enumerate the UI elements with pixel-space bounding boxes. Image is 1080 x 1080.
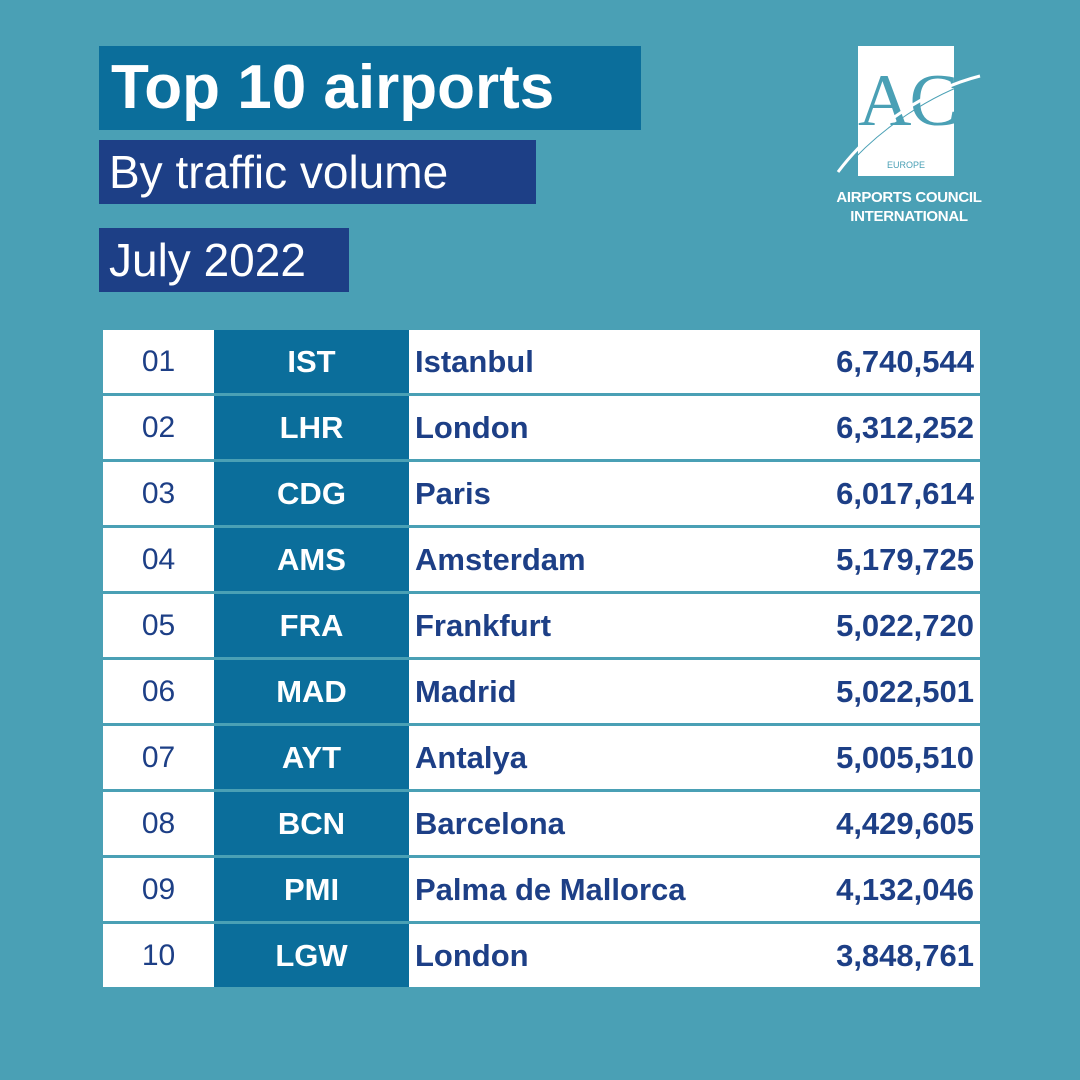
logo-caption-line1: AIRPORTS COUNCIL (836, 189, 982, 206)
city-cell: Barcelona (415, 806, 565, 841)
swoosh-icon (836, 74, 981, 173)
airport-code-cell: CDG (214, 462, 409, 525)
passenger-count-cell: 3,848,761 (836, 938, 974, 973)
table-row: 03 CDG Paris 6,017,614 (103, 462, 980, 525)
airport-code-cell: AMS (214, 528, 409, 591)
ranking-table: 01 IST Istanbul 6,740,544 02 LHR London 6,312,2… (103, 330, 980, 987)
rank-cell: 09 (141, 873, 176, 906)
passenger-count-cell: 6,740,544 (836, 344, 974, 379)
logo-caption: AIRPORTS COUNCIL INTERNATIONAL (834, 188, 984, 226)
aci-logo: ACI EUROPE AIRPORTS COUNCIL INTERNATIONA… (834, 44, 984, 234)
passenger-count-cell: 5,022,720 (836, 608, 974, 643)
rank-cell: 03 (141, 477, 176, 510)
passenger-count-cell: 4,132,046 (836, 872, 974, 907)
city-cell: Amsterdam (415, 542, 586, 577)
city-cell: Antalya (415, 740, 527, 775)
rank-cell: 08 (141, 807, 176, 840)
table-row: 08 BCN Barcelona 4,429,605 (103, 792, 980, 855)
passenger-count-cell: 5,022,501 (836, 674, 974, 709)
page-title: Top 10 airports (99, 46, 641, 130)
city-cell: Paris (415, 476, 491, 511)
rank-cell: 06 (141, 675, 176, 708)
passenger-count-cell: 4,429,605 (836, 806, 974, 841)
airport-code-cell: LHR (214, 396, 409, 459)
logo-caption-line2: INTERNATIONAL (850, 208, 968, 225)
rank-cell: 10 (141, 939, 176, 972)
airport-code-cell: AYT (214, 726, 409, 789)
table-row: 01 IST Istanbul 6,740,544 (103, 330, 980, 393)
rank-cell: 05 (141, 609, 176, 642)
rank-cell: 01 (141, 345, 176, 378)
table-row: 04 AMS Amsterdam 5,179,725 (103, 528, 980, 591)
table-row: 02 LHR London 6,312,252 (103, 396, 980, 459)
airport-code-cell: BCN (214, 792, 409, 855)
passenger-count-cell: 6,017,614 (836, 476, 974, 511)
rank-cell: 04 (141, 543, 176, 576)
city-cell: Palma de Mallorca (415, 872, 686, 907)
rank-cell: 07 (141, 741, 176, 774)
city-cell: Istanbul (415, 344, 534, 379)
airport-code-cell: LGW (214, 924, 409, 987)
logo-sub: EUROPE (886, 160, 925, 170)
city-cell: Madrid (415, 674, 517, 709)
table-row: 09 PMI Palma de Mallorca 4,132,046 (103, 858, 980, 921)
table-row: 07 AYT Antalya 5,005,510 (103, 726, 980, 789)
airport-code-cell: PMI (214, 858, 409, 921)
airport-code-cell: MAD (214, 660, 409, 723)
city-cell: London (415, 410, 529, 445)
logo-card (858, 46, 954, 176)
passenger-count-cell: 5,005,510 (836, 740, 974, 775)
date-label: July 2022 (99, 228, 349, 292)
airport-code-cell: FRA (214, 594, 409, 657)
table-row: 06 MAD Madrid 5,022,501 (103, 660, 980, 723)
airport-code-cell: IST (214, 330, 409, 393)
rank-cell: 02 (141, 411, 176, 444)
passenger-count-cell: 5,179,725 (836, 542, 974, 577)
city-cell: London (415, 938, 529, 973)
page-subtitle: By traffic volume (99, 140, 536, 204)
city-cell: Frankfurt (415, 608, 552, 643)
table-row: 05 FRA Frankfurt 5,022,720 (103, 594, 980, 657)
table-row: 10 LGW London 3,848,761 (103, 924, 980, 987)
passenger-count-cell: 6,312,252 (836, 410, 974, 445)
